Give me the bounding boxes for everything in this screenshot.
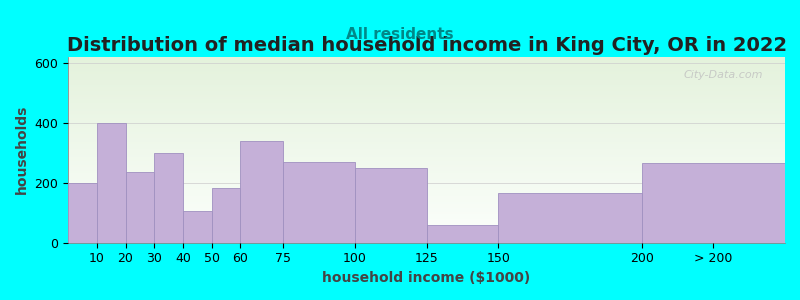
Title: Distribution of median household income in King City, OR in 2022: Distribution of median household income … xyxy=(66,36,786,55)
Bar xyxy=(426,225,498,243)
Bar xyxy=(355,168,426,243)
Bar xyxy=(211,188,240,243)
Bar xyxy=(642,163,785,243)
Bar xyxy=(126,172,154,243)
Bar xyxy=(283,162,355,243)
Text: All residents: All residents xyxy=(346,27,454,42)
Bar xyxy=(240,141,283,243)
Bar xyxy=(498,193,642,243)
Bar xyxy=(183,211,211,243)
Bar xyxy=(97,123,126,243)
X-axis label: household income ($1000): household income ($1000) xyxy=(322,271,530,285)
Text: City-Data.com: City-Data.com xyxy=(684,70,763,80)
Bar xyxy=(154,153,183,243)
Bar xyxy=(68,183,97,243)
Y-axis label: households: households xyxy=(15,105,29,194)
